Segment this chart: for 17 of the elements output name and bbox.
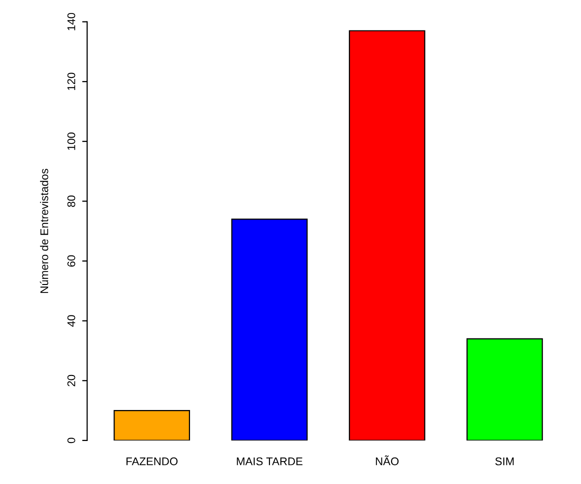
bar [231, 218, 308, 440]
y-tick-label: 40 [67, 315, 76, 327]
x-tick-label: NÃO [376, 455, 399, 466]
y-tick-label: 100 [67, 132, 76, 150]
y-tick-label: 120 [67, 72, 76, 90]
y-tick-label: 20 [67, 374, 76, 386]
x-tick-label: MAIS TARDE [236, 457, 302, 466]
y-tick-label: 80 [67, 195, 76, 207]
y-tick-label: 0 [67, 438, 76, 444]
y-axis-title: Número de Entrevistados [40, 168, 48, 293]
bar [114, 410, 190, 440]
bar [348, 30, 426, 440]
bar [466, 338, 543, 440]
y-tick-label: 60 [67, 255, 76, 267]
x-tick-label: FAZENDO [126, 457, 178, 466]
y-tick-label: 140 [67, 12, 76, 30]
x-tick-label: SIM [495, 457, 514, 466]
